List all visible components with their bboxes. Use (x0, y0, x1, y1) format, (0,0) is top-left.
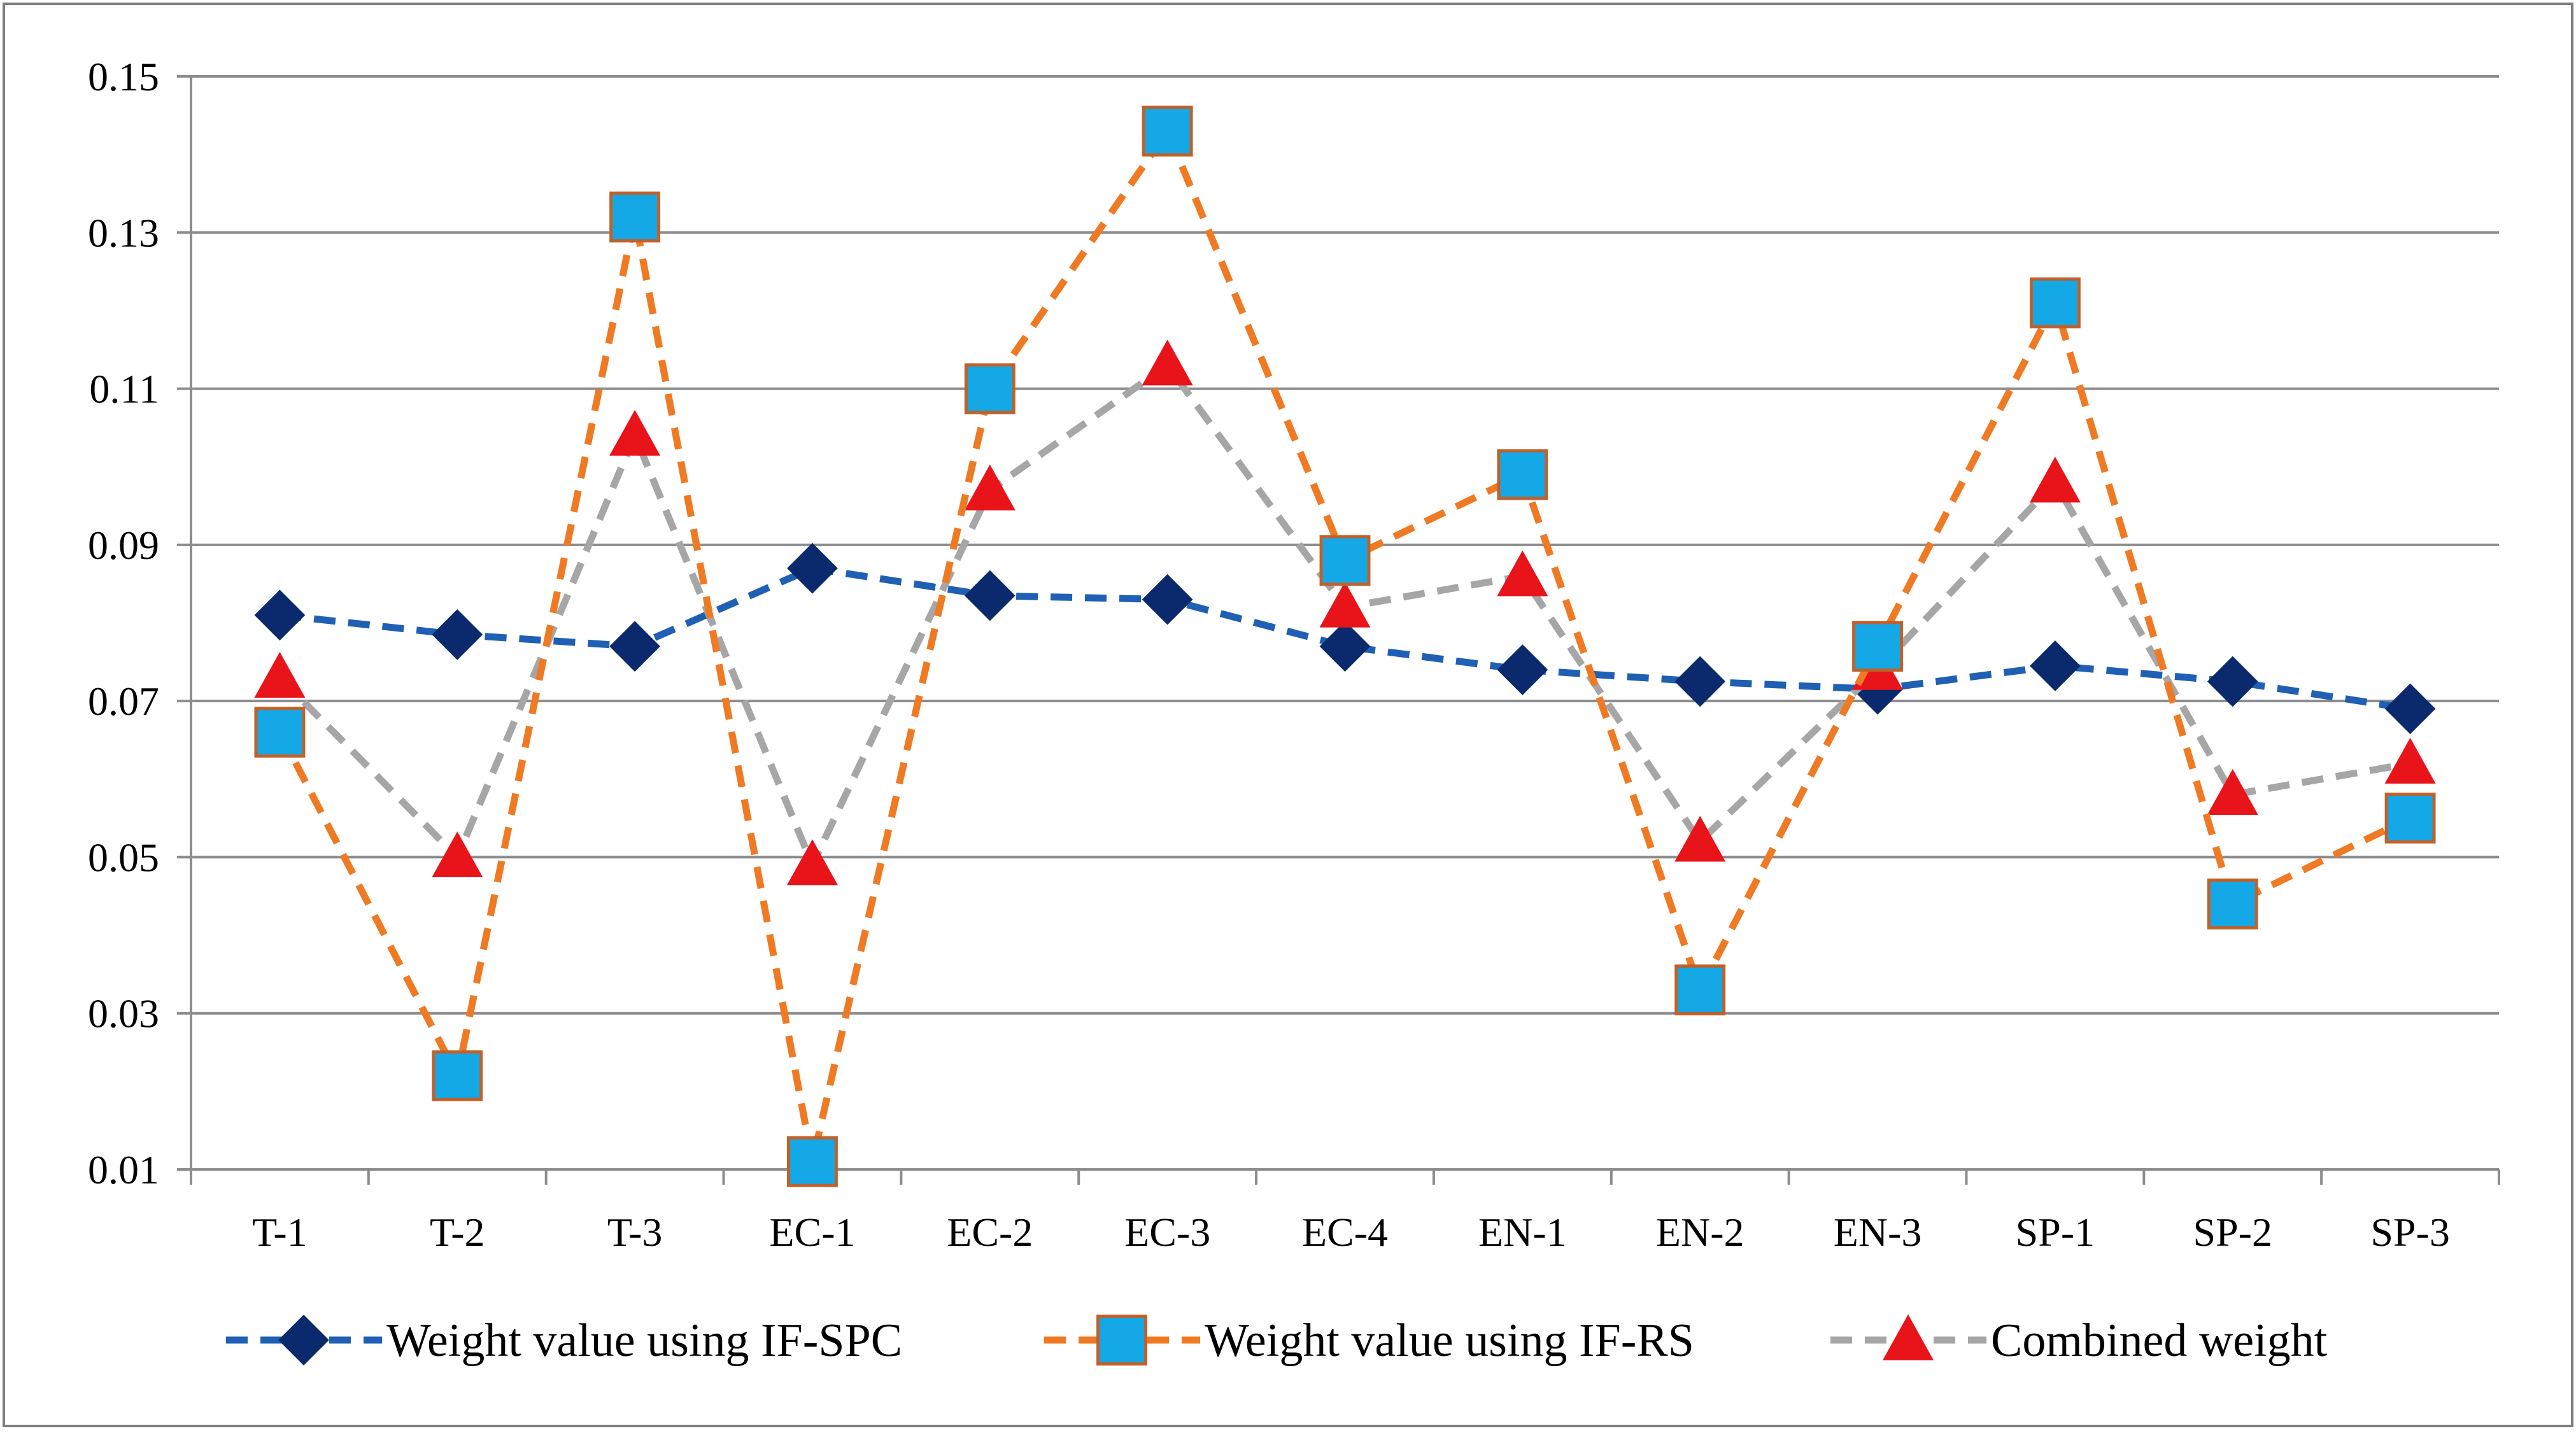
x-tick-label: EN-1 (1478, 1210, 1567, 1255)
data-point (2207, 656, 2258, 707)
data-point (1319, 621, 1371, 672)
legend-item: Weight value using IF-RS (1044, 1315, 1694, 1367)
x-tick-label: SP-2 (2193, 1210, 2272, 1255)
legend-swatch-marker (278, 1315, 329, 1366)
x-tick-label: T-1 (252, 1210, 308, 1255)
data-point (1142, 105, 1193, 157)
data-point (786, 839, 838, 886)
data-point (964, 464, 1016, 511)
data-point (432, 831, 483, 878)
data-point (254, 589, 306, 641)
data-point (1674, 964, 1726, 1015)
x-tick-label: EN-3 (1834, 1210, 1922, 1255)
data-point (1142, 574, 1193, 625)
legend-label: Weight value using IF-SPC (386, 1315, 902, 1367)
data-point (609, 191, 661, 243)
data-point (254, 652, 306, 698)
data-point (964, 570, 1016, 621)
data-point (1852, 621, 1903, 672)
data-point (1142, 339, 1193, 386)
series-if-spc (254, 542, 2436, 735)
data-point (2207, 879, 2258, 929)
y-tick-label: 0.15 (88, 54, 159, 99)
axes: 0.01 0.03 0.05 0.07 0.09 0.11 0.13 0.15 T-1 T-2 T-… (88, 54, 2500, 1255)
data-point (1319, 535, 1371, 586)
x-tick-label: EC-4 (1302, 1210, 1388, 1255)
data-point (787, 1136, 838, 1187)
legend-item: Weight value using IF-SPC (226, 1315, 902, 1367)
series-layer (254, 105, 2436, 1187)
data-point (2029, 456, 2081, 503)
x-tick-label: EC-2 (947, 1210, 1033, 1255)
data-point (432, 1050, 483, 1101)
data-point (1674, 815, 1726, 862)
y-tick-label: 0.13 (88, 210, 159, 255)
data-point (2030, 640, 2081, 691)
data-point (1319, 581, 1371, 628)
data-point (609, 409, 661, 456)
legend-swatch-marker (1096, 1315, 1147, 1366)
legend-label: Weight value using IF-RS (1205, 1315, 1694, 1367)
x-tick-label: SP-1 (2016, 1210, 2095, 1255)
data-point (787, 542, 838, 594)
y-tick-label: 0.11 (89, 367, 159, 412)
series-combined (254, 339, 2436, 886)
x-tick-label: T-2 (430, 1210, 485, 1255)
x-tick-label: SP-3 (2370, 1210, 2450, 1255)
y-tick-label: 0.07 (88, 679, 159, 724)
y-tick-label: 0.01 (88, 1147, 159, 1192)
legend: Weight value using IF-SPC Weight value us… (226, 1314, 2328, 1367)
y-tick-label: 0.03 (88, 991, 159, 1036)
data-point (1497, 550, 1548, 596)
data-point (432, 609, 483, 660)
legend-swatch-marker (1883, 1314, 1934, 1360)
chart-border (3, 3, 2573, 1427)
y-tick-label: 0.05 (88, 835, 159, 880)
x-tick-label: EC-1 (769, 1210, 855, 1255)
gridlines (191, 75, 2499, 1015)
x-tick-label: EN-2 (1656, 1210, 1744, 1255)
data-point (1497, 449, 1548, 500)
data-point (609, 621, 660, 672)
data-point (2384, 737, 2436, 784)
data-point (1497, 644, 1548, 695)
y-tick-label: 0.09 (88, 523, 159, 568)
data-point (964, 363, 1016, 414)
data-point (2384, 793, 2436, 844)
data-point (2207, 768, 2258, 815)
data-point (1674, 656, 1726, 707)
legend-label: Combined weight (1991, 1315, 2328, 1367)
data-point (254, 707, 306, 758)
data-point (2384, 683, 2436, 735)
data-point (2029, 277, 2081, 328)
x-tick-label: EC-3 (1124, 1210, 1210, 1255)
legend-item: Combined weight (1830, 1314, 2328, 1367)
series-if-rs (254, 105, 2436, 1187)
x-tick-label: T-3 (607, 1210, 663, 1255)
